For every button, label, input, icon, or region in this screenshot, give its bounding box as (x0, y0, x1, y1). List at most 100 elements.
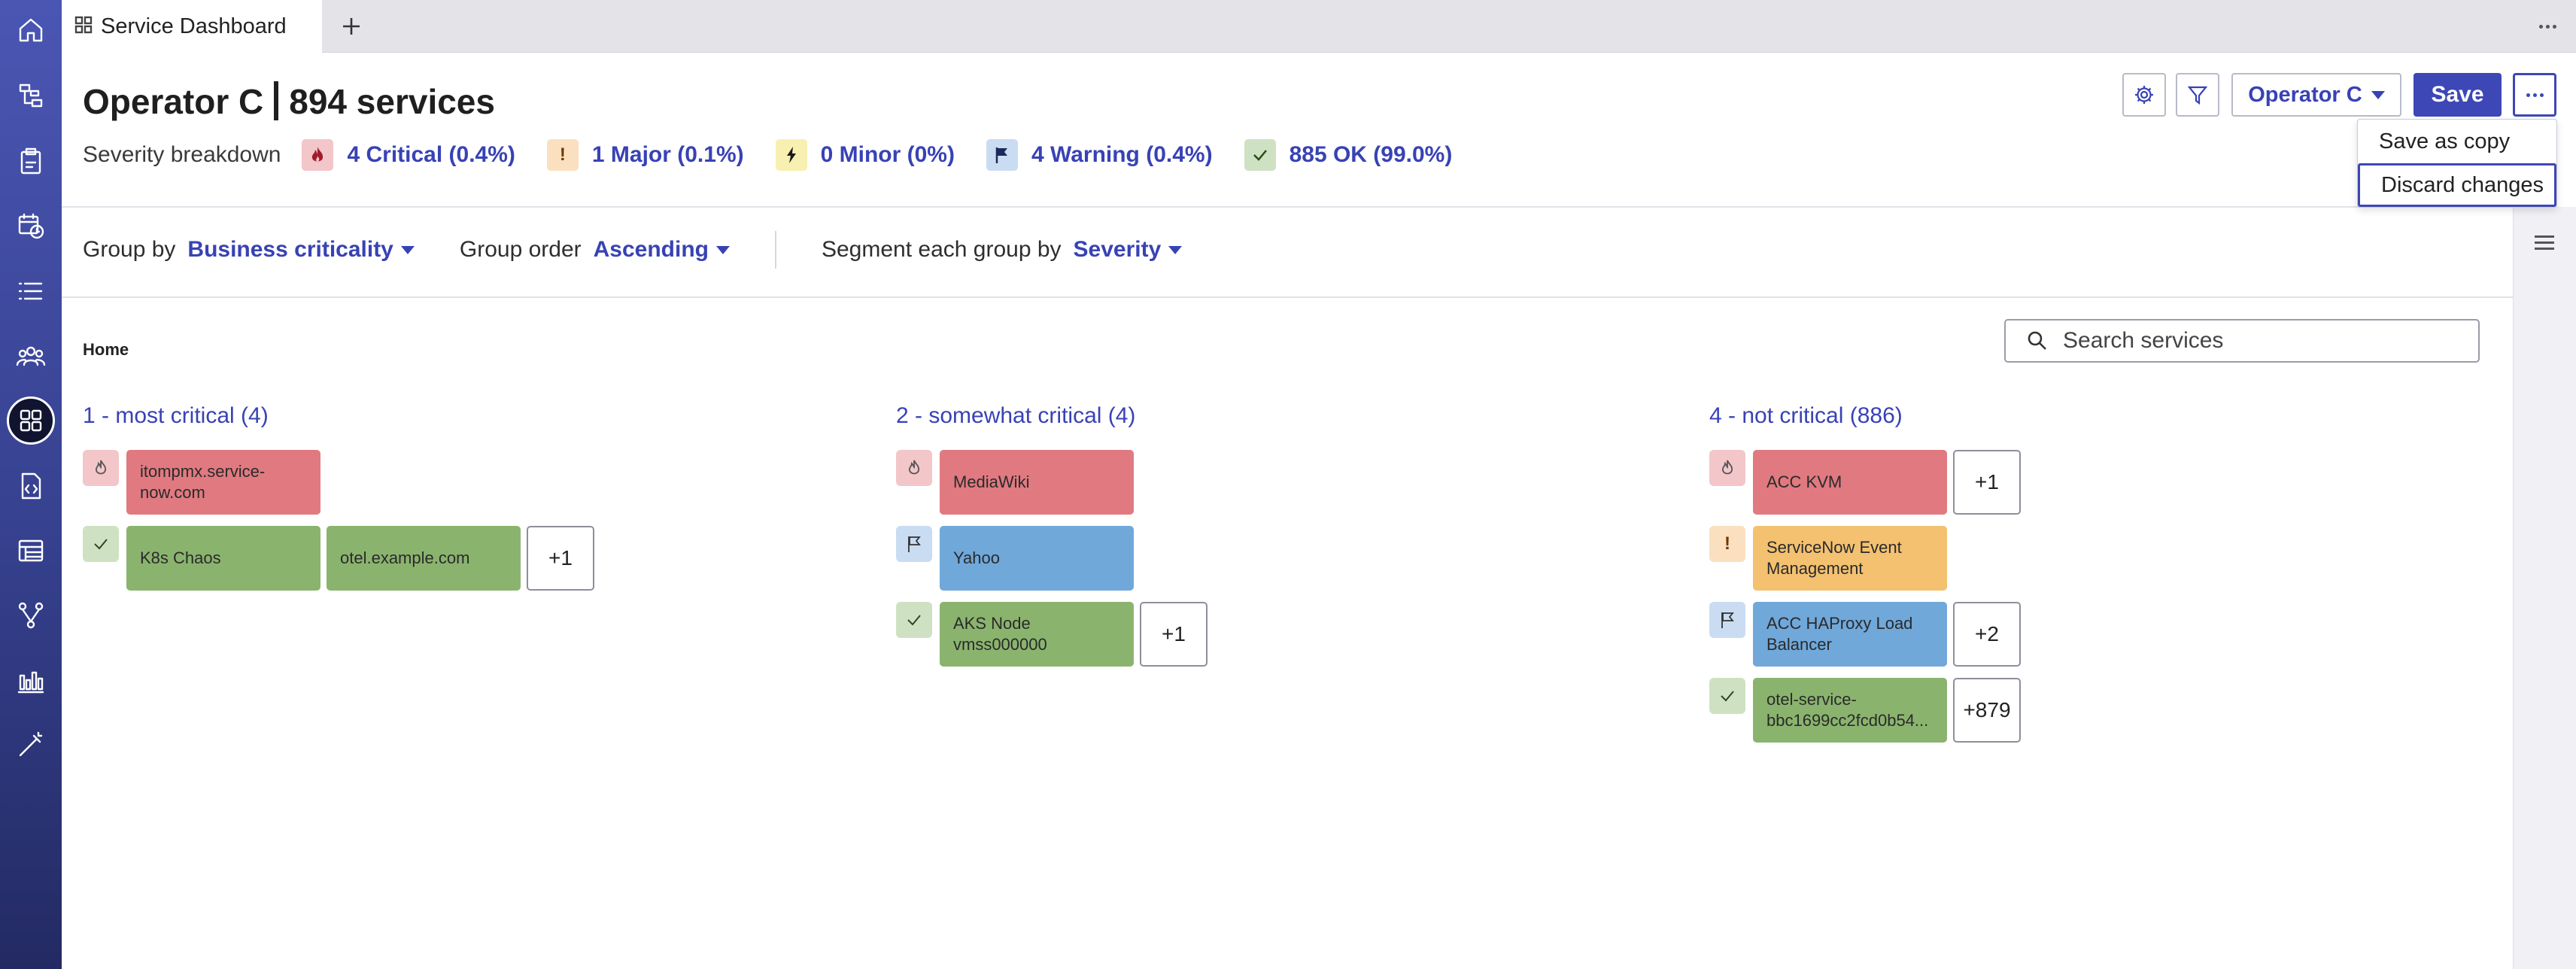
more-services-button[interactable]: +1 (1140, 602, 1208, 667)
severity-critical-text: 4 Critical (0.4%) (347, 142, 515, 167)
tab-bar: Service Dashboard (62, 0, 2576, 53)
bar-chart-icon[interactable] (7, 656, 55, 704)
home-icon[interactable] (7, 6, 55, 54)
clipboard-icon[interactable] (7, 137, 55, 185)
group-somewhat-critical: 2 - somewhat critical (4) MediaWiki Yaho… (896, 403, 1208, 678)
save-button[interactable]: Save (2413, 73, 2502, 117)
filter-button[interactable] (2176, 73, 2219, 117)
right-rail (2513, 207, 2576, 969)
service-tile[interactable]: otel-service-bbc1699cc2fcd0b54... (1753, 678, 1947, 743)
severity-critical[interactable]: 4 Critical (0.4%) (302, 139, 515, 171)
chevron-down-icon (2371, 90, 2385, 99)
group-controls: Group by Business criticality Group orde… (83, 231, 1227, 269)
gear-icon (2135, 86, 2153, 104)
group-by-label: Group by (83, 237, 176, 262)
group-title[interactable]: 4 - not critical (886) (1709, 403, 1903, 428)
menu-item-discard-changes[interactable]: Discard changes (2358, 163, 2556, 207)
service-tile[interactable]: ACC HAProxy Load Balancer (1753, 602, 1947, 667)
calendar-clock-icon[interactable] (7, 202, 55, 250)
severity-label: Severity breakdown (83, 142, 281, 167)
service-count: 894 services (289, 82, 495, 121)
segment-control[interactable]: Segment each group by Severity (822, 237, 1183, 263)
wand-icon[interactable] (7, 721, 55, 769)
check-icon (896, 602, 932, 638)
service-tile[interactable]: ServiceNow Event Management (1753, 526, 1947, 591)
more-actions-button[interactable] (2513, 73, 2556, 117)
group-most-critical: 1 - most critical (4) itompmx.service-no… (83, 403, 594, 602)
menu-item-save-as-copy[interactable]: Save as copy (2379, 129, 2511, 153)
group-title[interactable]: 1 - most critical (4) (83, 403, 269, 428)
operator-dropdown-button[interactable]: Operator C (2231, 73, 2401, 117)
exclamation-icon: ! (1709, 526, 1745, 562)
check-icon (1244, 139, 1276, 171)
users-icon[interactable] (7, 332, 55, 380)
breadcrumb[interactable]: Home (83, 340, 129, 359)
more-services-button[interactable]: +1 (527, 526, 594, 591)
grid-icon (74, 15, 93, 38)
group-by-value: Business criticality (187, 237, 393, 262)
severity-row-ok: AKS Node vmss000000 +1 (896, 602, 1208, 667)
flame-icon (1709, 450, 1745, 486)
search-input[interactable] (2063, 328, 2469, 354)
severity-row-ok: K8s Chaos otel.example.com +1 (83, 526, 594, 591)
filter-icon (2187, 86, 2208, 105)
settings-button[interactable] (2122, 73, 2166, 117)
operator-button-label: Operator C (2248, 82, 2362, 107)
severity-row-critical: itompmx.service-now.com (83, 450, 594, 515)
group-order-control[interactable]: Group order Ascending (460, 237, 730, 263)
service-tile[interactable]: MediaWiki (940, 450, 1134, 515)
service-tile[interactable]: ACC KVM (1753, 450, 1947, 515)
segment-value: Severity (1073, 237, 1162, 262)
flag-icon (1709, 602, 1745, 638)
severity-row-ok: otel-service-bbc1699cc2fcd0b54... +879 (1709, 678, 2021, 743)
dashboard-grid-icon[interactable] (7, 396, 55, 445)
title-separator (274, 81, 279, 120)
flame-icon (302, 139, 334, 171)
group-not-critical: 4 - not critical (886) ACC KVM +1 ! Serv… (1709, 403, 2021, 754)
flag-icon (896, 526, 932, 562)
severity-major-text: 1 Major (0.1%) (591, 142, 744, 167)
flag-icon (986, 139, 1018, 171)
controls-divider (62, 296, 2513, 298)
group-title[interactable]: 2 - somewhat critical (4) (896, 403, 1136, 428)
severity-major[interactable]: ! 1 Major (0.1%) (546, 139, 744, 171)
table-icon[interactable] (7, 527, 55, 575)
code-file-icon[interactable] (7, 462, 55, 510)
service-tile[interactable]: otel.example.com (327, 526, 521, 591)
severity-warning-text: 4 Warning (0.4%) (1031, 142, 1213, 167)
group-by-control[interactable]: Group by Business criticality (83, 237, 415, 263)
service-tile[interactable]: itompmx.service-now.com (126, 450, 320, 515)
group-order-label: Group order (459, 237, 582, 262)
chevron-down-icon (400, 245, 415, 254)
service-tile[interactable]: K8s Chaos (126, 526, 320, 591)
service-tile[interactable]: Yahoo (940, 526, 1134, 591)
operator-name: Operator C (83, 82, 264, 121)
list-toggle-icon[interactable] (2535, 235, 2554, 252)
severity-warning[interactable]: 4 Warning (0.4%) (986, 139, 1213, 171)
tab-service-dashboard[interactable]: Service Dashboard (62, 0, 322, 53)
flow-icon[interactable] (7, 71, 55, 120)
chevron-down-icon (1168, 245, 1183, 254)
severity-breakdown: Severity breakdown 4 Critical (0.4%) ! 1… (83, 137, 1484, 173)
severity-minor[interactable]: 0 Minor (0%) (775, 139, 955, 171)
more-services-button[interactable]: +1 (1953, 450, 2021, 515)
severity-row-critical: ACC KVM +1 (1709, 450, 2021, 515)
search-box[interactable] (2004, 319, 2480, 363)
tab-overflow-icon[interactable] (2532, 14, 2562, 39)
service-tile[interactable]: AKS Node vmss000000 (940, 602, 1134, 667)
left-nav (0, 0, 62, 969)
severity-row-major: ! ServiceNow Event Management (1709, 526, 2021, 591)
branch-icon[interactable] (7, 591, 55, 639)
more-services-button[interactable]: +879 (1953, 678, 2021, 743)
exclamation-icon: ! (546, 139, 579, 171)
severity-ok-text: 885 OK (99.0%) (1289, 142, 1453, 167)
severity-row-warning: Yahoo (896, 526, 1208, 591)
severity-minor-text: 0 Minor (0%) (820, 142, 955, 167)
more-services-button[interactable]: +2 (1953, 602, 2021, 667)
check-icon (1709, 678, 1745, 714)
severity-ok[interactable]: 885 OK (99.0%) (1244, 139, 1453, 171)
chevron-down-icon (715, 245, 730, 254)
list-icon[interactable] (7, 267, 55, 315)
plus-icon[interactable] (334, 9, 369, 44)
flame-icon (896, 450, 932, 486)
